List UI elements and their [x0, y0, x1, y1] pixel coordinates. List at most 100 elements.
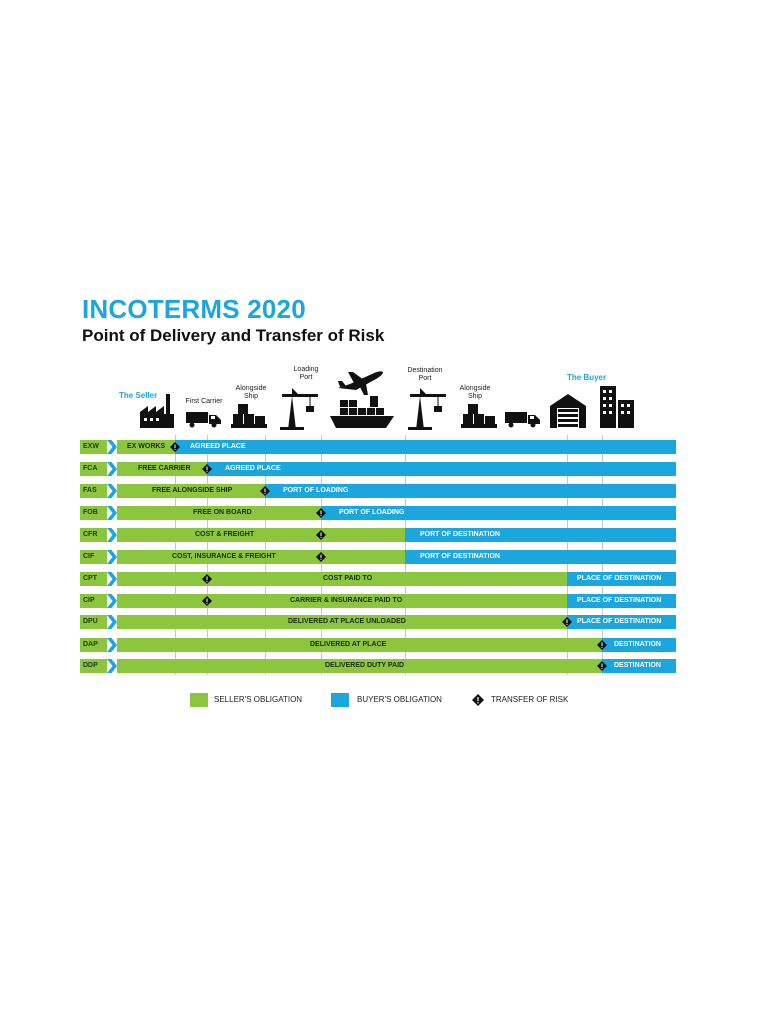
- seller-term-label: COST & FREIGHT: [195, 531, 255, 538]
- chevron-icon: [107, 484, 117, 498]
- transfer-of-risk-icon: [202, 574, 212, 584]
- alongside-ship-dest-label: Alongside Ship: [445, 385, 505, 401]
- incoterm-row-fca: FCA FREE CARRIER AGREED PLACE: [80, 462, 676, 476]
- term-code: CIP: [80, 594, 107, 608]
- office-buildings-icon: [600, 386, 634, 428]
- incoterm-row-cip: CIP CARRIER & INSURANCE PAID TO PLACE OF…: [80, 594, 676, 608]
- incoterm-row-cif: CIF COST, INSURANCE & FREIGHT PORT OF DE…: [80, 550, 676, 564]
- boxes-icon: [231, 404, 267, 428]
- crane-icon: [280, 388, 318, 430]
- buyer-obligation-bar: [602, 659, 676, 673]
- airplane-icon: [338, 371, 383, 395]
- seller-term-label: DELIVERED AT PLACE: [310, 641, 387, 648]
- destination-port-label-line-1: Destination: [407, 367, 443, 374]
- alongside-ship-label: Alongside Ship: [221, 385, 281, 401]
- term-code: FAS: [80, 484, 107, 498]
- transfer-of-risk-icon: [597, 661, 607, 671]
- destination-port-label-line-2: Port: [418, 375, 432, 382]
- term-code: DPU: [80, 615, 107, 629]
- buyer-term-label: PLACE OF DESTINATION: [577, 597, 662, 604]
- chevron-icon: [107, 659, 117, 673]
- incoterm-row-fob: FOB FREE ON BOARD PORT OF LOADING: [80, 506, 676, 520]
- term-code: CIF: [80, 550, 107, 564]
- seller-term-label: FREE ALONGSIDE SHIP: [152, 487, 233, 494]
- seller-obligation-bar: [117, 572, 567, 586]
- alongside-ship-dest-label-line-1: Alongside: [459, 385, 491, 392]
- chevron-icon: [107, 638, 117, 652]
- seller-term-label: DELIVERED AT PLACE UNLOADED: [288, 618, 406, 625]
- transfer-of-risk-icon: [316, 552, 326, 562]
- loading-port-label: Loading Port: [276, 366, 336, 382]
- transfer-of-risk-icon: [316, 508, 326, 518]
- crane-icon: [408, 388, 446, 430]
- transfer-of-risk-icon: [202, 464, 212, 474]
- seller-obligation-bar: [117, 659, 602, 673]
- seller-obligation-bar: [117, 638, 602, 652]
- term-code: FCA: [80, 462, 107, 476]
- buyer-obligation-bar: [567, 615, 676, 629]
- buyer-term-label: DESTINATION: [614, 662, 661, 669]
- buyer-obligation-bar: [405, 528, 676, 542]
- chevron-icon: [107, 572, 117, 586]
- term-code: EXW: [80, 440, 107, 454]
- buyer-obligation-bar: [265, 484, 676, 498]
- chevron-icon: [107, 462, 117, 476]
- factory-icon: [140, 392, 174, 428]
- buyer-term-label: AGREED PLACE: [225, 465, 281, 472]
- alongside-ship-label-line-2: Ship: [243, 393, 258, 400]
- seller-obligation-bar: [117, 528, 405, 542]
- destination-port-label: Destination Port: [395, 367, 455, 383]
- chevron-icon: [107, 440, 117, 454]
- term-code: DDP: [80, 659, 107, 673]
- legend-seller-swatch: [190, 693, 208, 707]
- buyer-obligation-bar: [175, 440, 676, 454]
- seller-term-label: DELIVERED DUTY PAID: [325, 662, 405, 669]
- seller-term-label: COST, INSURANCE & FREIGHT: [172, 553, 276, 560]
- chevron-icon: [107, 615, 117, 629]
- cargo-ship-icon: [330, 396, 394, 428]
- seller-obligation-bar: [117, 550, 405, 564]
- seller-obligation-bar: [117, 462, 207, 476]
- term-code: DAP: [80, 638, 107, 652]
- transfer-of-risk-icon: [472, 694, 484, 706]
- transfer-of-risk-icon: [316, 530, 326, 540]
- buyer-obligation-bar: [207, 462, 676, 476]
- seller-term-label: FREE ON BOARD: [193, 509, 252, 516]
- boxes-icon: [461, 404, 497, 428]
- incoterm-row-exw: EXW EX WORKS AGREED PLACE: [80, 440, 676, 454]
- buyer-obligation-bar: [567, 572, 676, 586]
- buyer-obligation-bar: [567, 594, 676, 608]
- buyer-term-label: PORT OF LOADING: [339, 509, 405, 516]
- seller-label: The Seller: [119, 391, 158, 400]
- legend-risk-label: TRANSFER OF RISK: [491, 695, 569, 704]
- loading-port-label-line-2: Port: [299, 374, 313, 381]
- incoterm-row-ddp: DDP DELIVERED DUTY PAID DESTINATION: [80, 659, 676, 673]
- legend-buyer-label: BUYER'S OBLIGATION: [357, 695, 442, 704]
- buyer-obligation-bar: [602, 638, 676, 652]
- chevron-icon: [107, 550, 117, 564]
- term-code: FOB: [80, 506, 107, 520]
- transfer-of-risk-icon: [170, 442, 180, 452]
- incoterm-row-dap: DAP DELIVERED AT PLACE DESTINATION: [80, 638, 676, 652]
- incoterm-row-dpu: DPU DELIVERED AT PLACE UNLOADED PLACE OF…: [80, 615, 676, 629]
- term-code: CPT: [80, 572, 107, 586]
- buyer-term-label: PORT OF DESTINATION: [420, 531, 500, 538]
- seller-obligation-bar: [117, 440, 175, 454]
- transfer-of-risk-icon: [562, 617, 572, 627]
- buyer-term-label: PORT OF DESTINATION: [420, 553, 500, 560]
- truck-icon: [505, 412, 540, 428]
- seller-obligation-bar: [117, 594, 567, 608]
- warehouse-icon: [550, 394, 586, 428]
- seller-obligation-bar: [117, 484, 265, 498]
- term-code: CFR: [80, 528, 107, 542]
- chevron-icon: [107, 506, 117, 520]
- buyer-label: The Buyer: [567, 373, 607, 382]
- transfer-of-risk-icon: [260, 486, 270, 496]
- seller-term-label: COST PAID TO: [323, 575, 373, 582]
- alongside-ship-dest-label-line-2: Ship: [467, 393, 482, 400]
- buyer-term-label: DESTINATION: [614, 641, 661, 648]
- seller-obligation-bar: [117, 506, 321, 520]
- alongside-ship-label-line-1: Alongside: [235, 385, 267, 392]
- transfer-of-risk-icon: [597, 640, 607, 650]
- buyer-term-label: PLACE OF DESTINATION: [577, 618, 662, 625]
